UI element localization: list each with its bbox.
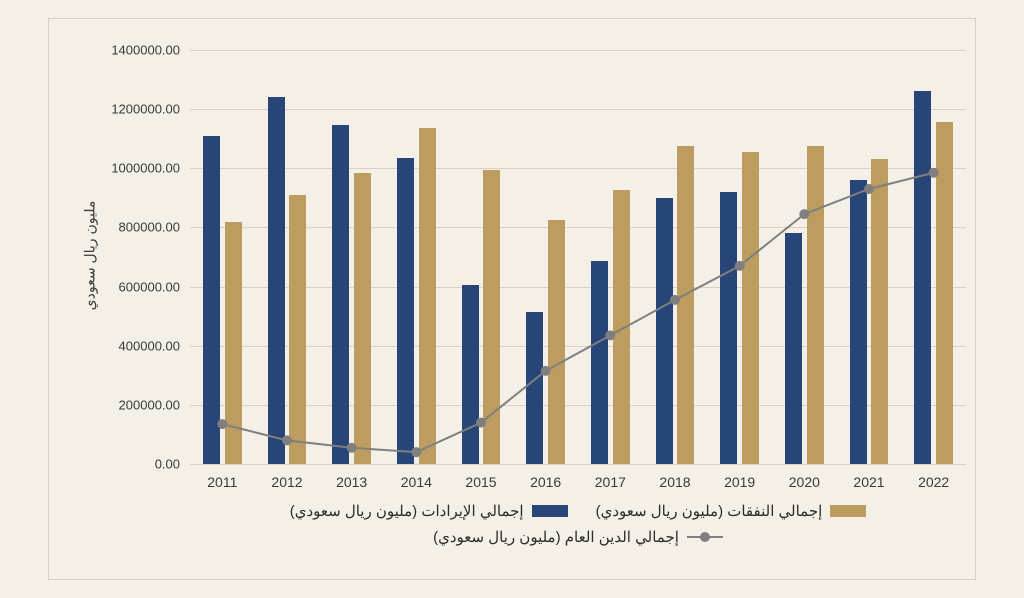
x-tick-label: 2014 xyxy=(401,464,432,490)
legend-label: إجمالي النفقات (مليون ريال سعودي) xyxy=(596,502,823,520)
line-marker xyxy=(670,295,680,305)
legend-swatch-line xyxy=(687,531,723,543)
x-tick-label: 2015 xyxy=(465,464,496,490)
line-marker xyxy=(799,209,809,219)
legend-label: إجمالي الدين العام (مليون ريال سعودي) xyxy=(433,528,679,546)
legend-item: إجمالي الدين العام (مليون ريال سعودي) xyxy=(433,528,723,546)
line-path xyxy=(222,173,933,452)
legend-item: إجمالي الإيرادات (مليون ريال سعودي) xyxy=(290,502,568,520)
legend-swatch-bar xyxy=(830,505,866,517)
y-tick-label: 0.00 xyxy=(155,457,190,472)
x-tick-label: 2021 xyxy=(853,464,884,490)
legend-label: إجمالي الإيرادات (مليون ريال سعودي) xyxy=(290,502,524,520)
plot-area: 0.00200000.00400000.00600000.00800000.00… xyxy=(190,50,966,464)
y-tick-label: 400000.00 xyxy=(119,338,190,353)
line-marker xyxy=(605,330,615,340)
x-tick-label: 2011 xyxy=(207,464,237,490)
x-tick-label: 2016 xyxy=(530,464,561,490)
y-tick-label: 600000.00 xyxy=(119,279,190,294)
line-marker xyxy=(929,168,939,178)
x-tick-label: 2017 xyxy=(595,464,626,490)
line-marker xyxy=(541,366,551,376)
line-marker xyxy=(864,184,874,194)
legend: إجمالي الإيرادات (مليون ريال سعودي) إجمال… xyxy=(190,498,966,550)
line-marker xyxy=(347,443,357,453)
x-tick-label: 2018 xyxy=(659,464,690,490)
line-marker xyxy=(476,418,486,428)
y-tick-label: 800000.00 xyxy=(119,220,190,235)
x-tick-label: 2022 xyxy=(918,464,949,490)
x-tick-label: 2013 xyxy=(336,464,367,490)
x-tick-label: 2012 xyxy=(271,464,302,490)
line-marker xyxy=(735,261,745,271)
line-marker xyxy=(282,435,292,445)
y-tick-label: 1200000.00 xyxy=(111,102,190,117)
legend-item: إجمالي النفقات (مليون ريال سعودي) xyxy=(596,502,867,520)
y-axis-title: مليون ريال سعودي xyxy=(81,201,98,311)
gridline xyxy=(190,464,966,465)
legend-swatch-bar xyxy=(532,505,568,517)
line-marker xyxy=(217,419,227,429)
x-tick-label: 2019 xyxy=(724,464,755,490)
x-tick-label: 2020 xyxy=(789,464,820,490)
y-tick-label: 1400000.00 xyxy=(111,43,190,58)
y-tick-label: 1000000.00 xyxy=(111,161,190,176)
line-marker xyxy=(411,447,421,457)
line-series-debt xyxy=(190,50,966,464)
y-tick-label: 200000.00 xyxy=(119,397,190,412)
